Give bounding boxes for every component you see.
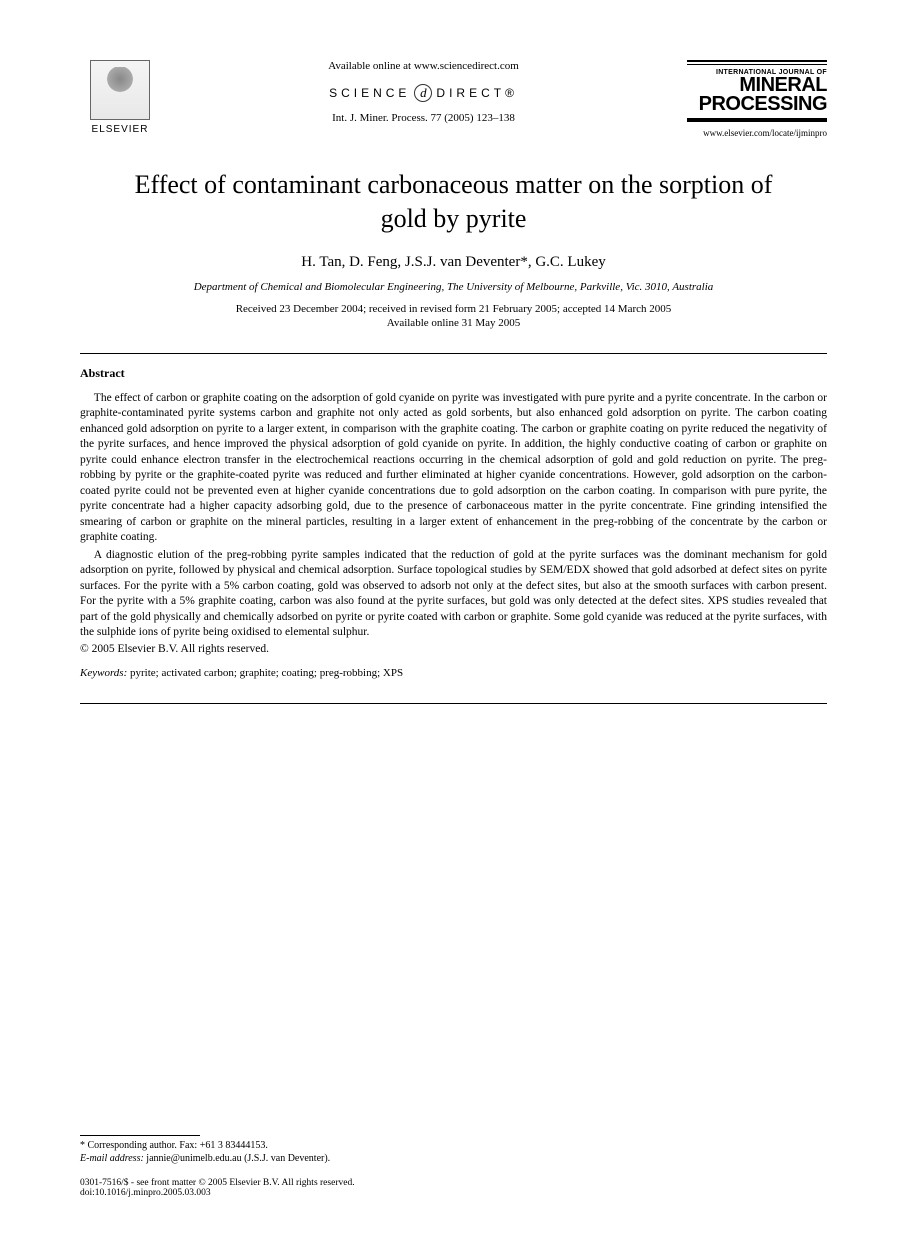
sciencedirect-right: DIRECT® [436,86,518,100]
corresponding-author: * Corresponding author. Fax: +61 3 83444… [80,1140,827,1151]
publisher-logo-block: ELSEVIER [80,60,160,135]
doi-line: doi:10.1016/j.minpro.2005.03.003 [80,1188,827,1198]
email-line: E-mail address: jannie@unimelb.edu.au (J… [80,1153,827,1164]
front-matter-line: 0301-7516/$ - see front matter © 2005 El… [80,1178,827,1188]
publisher-label: ELSEVIER [80,124,160,135]
sciencedirect-glyph-icon: d [414,84,432,102]
keywords-label: Keywords: [80,667,127,679]
abstract-paragraph-1: The effect of carbon or graphite coating… [80,391,827,546]
journal-url: www.elsevier.com/locate/ijminpro [687,128,827,138]
journal-citation: Int. J. Miner. Process. 77 (2005) 123–13… [160,112,687,124]
abstract-heading: Abstract [80,366,827,381]
header-center: Available online at www.sciencedirect.co… [160,60,687,124]
copyright-line: © 2005 Elsevier B.V. All rights reserved… [80,643,827,655]
sciencedirect-logo: SCIENCE d DIRECT® [329,84,518,102]
keywords-line: Keywords: pyrite; activated carbon; grap… [80,667,827,679]
article-dates-line1: Received 23 December 2004; received in r… [80,303,827,315]
available-online-text: Available online at www.sciencedirect.co… [160,60,687,72]
abstract-body: The effect of carbon or graphite coating… [80,391,827,641]
footnote-rule [80,1135,200,1136]
keywords-values: pyrite; activated carbon; graphite; coat… [127,667,403,679]
page-header: ELSEVIER Available online at www.science… [80,60,827,138]
journal-name-line2: PROCESSING [687,95,827,114]
section-rule-bottom [80,703,827,704]
author-list: H. Tan, D. Feng, J.S.J. van Deventer*, G… [80,254,827,271]
journal-logo-block: INTERNATIONAL JOURNAL OF MINERAL PROCESS… [687,60,827,138]
section-rule [80,353,827,354]
doi-block: 0301-7516/$ - see front matter © 2005 El… [80,1178,827,1198]
affiliation: Department of Chemical and Biomolecular … [80,281,827,293]
page-footer: * Corresponding author. Fax: +61 3 83444… [80,1135,827,1198]
email-address: jannie@unimelb.edu.au (J.S.J. van Devent… [144,1153,330,1164]
article-title: Effect of contaminant carbonaceous matte… [120,168,787,236]
email-label: E-mail address: [80,1153,144,1164]
elsevier-tree-icon [90,60,150,120]
abstract-paragraph-2: A diagnostic elution of the preg-robbing… [80,548,827,641]
sciencedirect-left: SCIENCE [329,86,410,100]
article-dates-line2: Available online 31 May 2005 [80,317,827,329]
